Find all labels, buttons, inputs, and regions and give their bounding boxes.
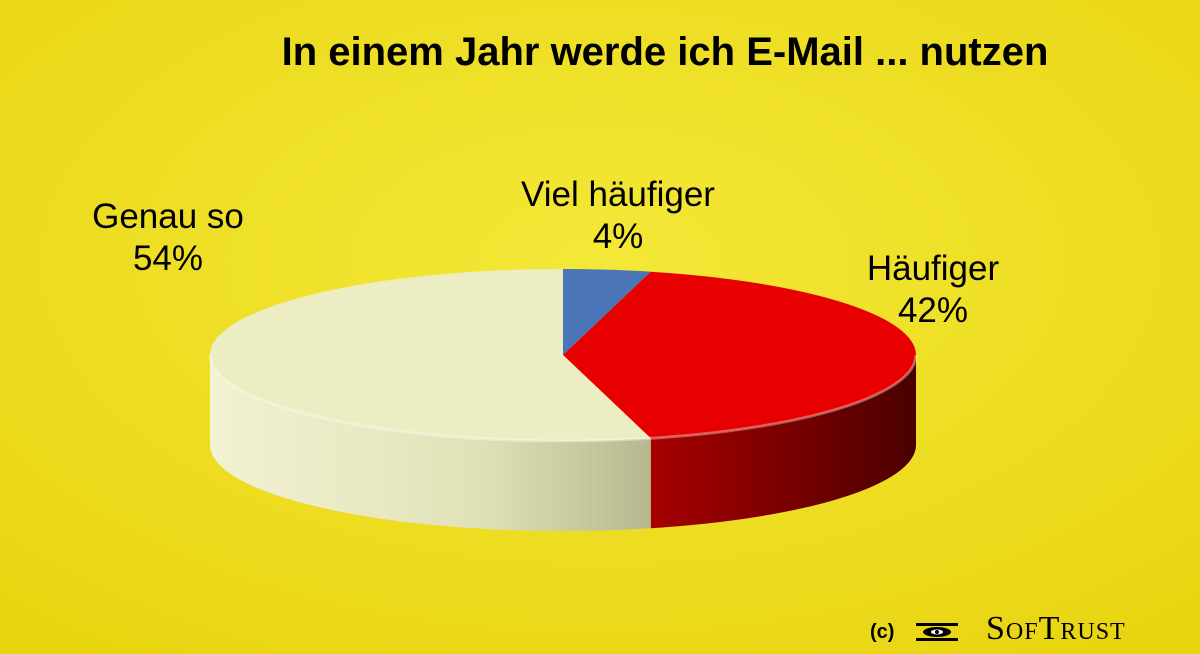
slice-name: Genau so	[92, 197, 244, 236]
pie-rim-highlight	[208, 354, 918, 443]
slice-name: Viel häufiger	[521, 175, 715, 214]
slice-value: 54%	[132, 239, 204, 278]
copyright-mark: (c)	[870, 621, 895, 643]
pie-group	[208, 269, 918, 531]
slice-label-genau-so: Genau so 54%	[58, 196, 278, 280]
eye-logo-icon	[916, 623, 958, 641]
brand-name: SofTrust	[986, 610, 1126, 647]
chart-title: In einem Jahr werde ich E-Mail ... nutze…	[281, 30, 1049, 74]
slice-value: 4%	[592, 217, 644, 256]
slice-label-viel-haeufiger: Viel häufiger 4%	[488, 174, 748, 258]
slice-value: 42%	[897, 291, 969, 330]
pie-slice-genau-so	[210, 269, 651, 441]
pie-side-2	[210, 355, 651, 531]
pie-side-1	[650, 355, 917, 529]
pie-slice-h-ufiger	[563, 271, 917, 439]
slice-name: Häufiger	[866, 249, 1000, 288]
pie-slice-viel-h-ufiger	[563, 269, 651, 355]
slice-label-haeufiger: Häufiger 42%	[818, 248, 1048, 332]
